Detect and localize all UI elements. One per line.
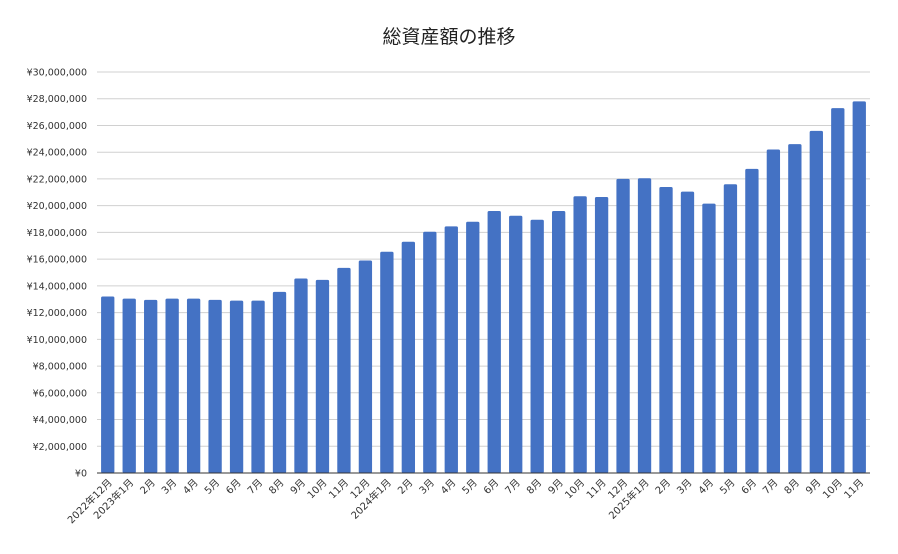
x-tick-label: 2月 [138, 477, 158, 497]
x-tick-label: 4月 [181, 477, 201, 497]
bar [466, 221, 480, 473]
bar [852, 101, 866, 473]
y-tick-label: ¥18,000,000 [27, 228, 87, 239]
y-tick-label: ¥26,000,000 [27, 121, 87, 132]
bar [165, 298, 179, 473]
bar [809, 130, 823, 473]
x-tick-label: 8月 [524, 477, 544, 497]
bar [380, 251, 394, 473]
bar [680, 191, 695, 474]
x-tick-label: 6月 [739, 477, 759, 497]
bar [723, 184, 738, 473]
bar [315, 279, 330, 473]
bar [423, 231, 437, 473]
bar [294, 278, 308, 473]
bar [745, 168, 759, 474]
gridlines [97, 71, 870, 447]
y-tick-label: ¥0 [75, 469, 87, 480]
bar [637, 178, 652, 473]
x-tick-label: 8月 [782, 477, 802, 497]
y-tick-label: ¥28,000,000 [27, 94, 87, 105]
y-tick-label: ¥10,000,000 [27, 335, 87, 346]
x-tick-label: 2月 [653, 477, 673, 497]
y-tick-label: ¥20,000,000 [27, 201, 87, 212]
y-tick-label: ¥22,000,000 [27, 174, 87, 185]
x-tick-label: 4月 [696, 477, 716, 497]
bar [401, 241, 416, 473]
x-tick-label: 5月 [202, 477, 222, 497]
x-tick-label: 5月 [460, 477, 480, 497]
bar [272, 291, 287, 473]
y-axis: ¥0 ¥2,000,000 ¥4,000,000 ¥6,000,000 ¥8,000,0… [27, 68, 87, 480]
bar [487, 211, 501, 473]
x-tick-label: 3月 [417, 477, 437, 497]
x-tick-label: 6月 [481, 477, 501, 497]
bar [337, 267, 351, 473]
bar [229, 300, 244, 473]
x-tick-label: 11月 [584, 477, 609, 502]
bar [122, 298, 136, 473]
bar [551, 211, 566, 473]
x-tick-label: 7月 [245, 477, 265, 497]
y-tick-label: ¥30,000,000 [27, 68, 87, 79]
y-tick-label: ¥4,000,000 [33, 415, 87, 426]
y-tick-label: ¥14,000,000 [27, 281, 87, 292]
bar [101, 296, 115, 473]
x-tick-label: 4月 [438, 477, 458, 497]
x-tick-label: 11月 [326, 477, 351, 502]
y-tick-label: ¥2,000,000 [33, 442, 87, 453]
bar [594, 196, 609, 473]
bar [659, 186, 673, 473]
bar [702, 203, 716, 473]
y-tick-label: ¥12,000,000 [27, 308, 87, 319]
bar [831, 108, 845, 473]
y-tick-label: ¥16,000,000 [27, 255, 87, 266]
bars [101, 101, 866, 474]
x-tick-label: 7月 [503, 477, 523, 497]
bar [144, 299, 158, 473]
bar [766, 149, 781, 473]
bar [509, 215, 523, 474]
bar [186, 298, 201, 473]
x-tick-label: 11月 [842, 477, 867, 502]
bar [530, 219, 544, 473]
bar [444, 226, 458, 473]
x-tick-label: 2月 [395, 477, 415, 497]
x-tick-label: 6月 [224, 477, 244, 497]
bar [573, 196, 587, 473]
bar [616, 178, 630, 473]
x-tick-label: 8月 [267, 477, 287, 497]
x-tick-label: 10月 [820, 477, 845, 502]
bar [358, 260, 373, 473]
y-tick-label: ¥24,000,000 [27, 148, 87, 159]
y-tick-label: ¥8,000,000 [33, 362, 87, 373]
x-tick-label: 10月 [305, 477, 330, 502]
bar [208, 299, 222, 473]
x-tick-label: 3月 [675, 477, 695, 497]
x-tick-label: 7月 [760, 477, 780, 497]
bar [251, 300, 265, 473]
chart-title: 総資産額の推移 [382, 26, 516, 48]
y-tick-label: ¥6,000,000 [33, 388, 87, 399]
x-tick-label: 5月 [717, 477, 737, 497]
bar [788, 144, 802, 473]
x-tick-label: 3月 [159, 477, 179, 497]
x-tick-label: 10月 [563, 477, 588, 502]
